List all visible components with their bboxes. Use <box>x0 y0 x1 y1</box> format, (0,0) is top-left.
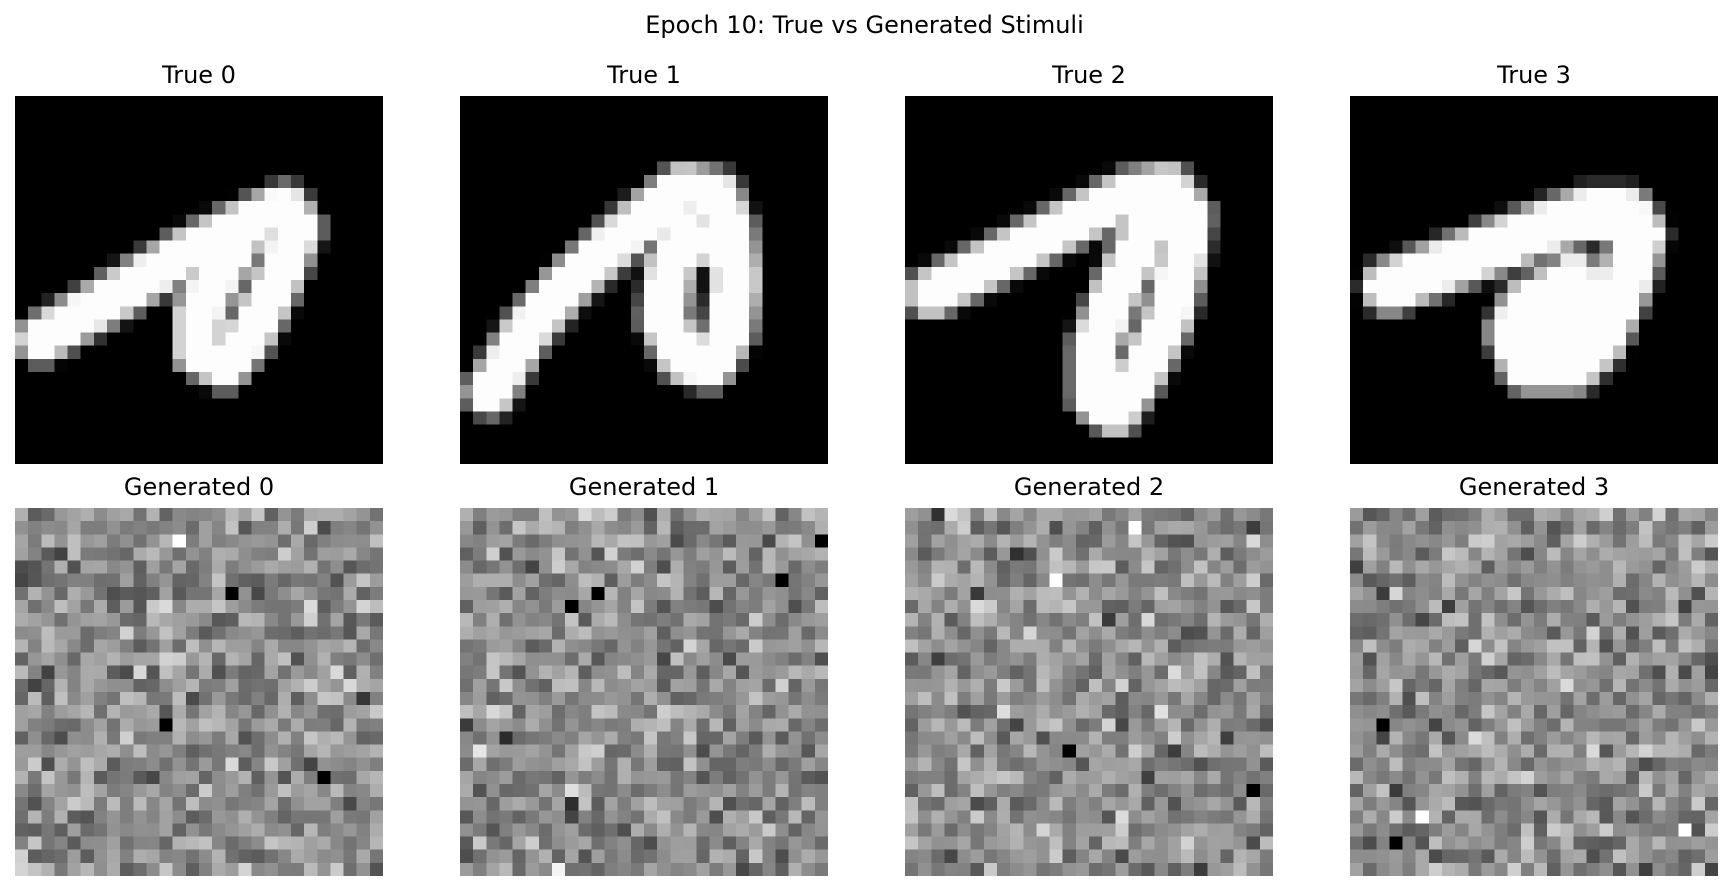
true-panel-1: True 1 <box>460 60 828 464</box>
true-stimulus-image <box>15 96 383 464</box>
generated-panel-title: Generated 0 <box>123 473 275 501</box>
generated-stimulus-image <box>460 508 828 876</box>
generated-panel-title: Generated 3 <box>1458 473 1610 501</box>
generated-stimulus-image <box>15 508 383 876</box>
true-stimulus-image <box>1350 96 1718 464</box>
true-panel-title: True 1 <box>607 61 681 89</box>
generated-panel-2: Generated 2 <box>905 472 1273 876</box>
true-stimulus-image <box>905 96 1273 464</box>
true-panel-2: True 2 <box>905 60 1273 464</box>
true-panel-3: True 3 <box>1350 60 1718 464</box>
generated-stimulus-image <box>905 508 1273 876</box>
generated-panel-1: Generated 1 <box>460 472 828 876</box>
generated-stimulus-image <box>1350 508 1718 876</box>
true-panel-title: True 2 <box>1052 61 1126 89</box>
generated-panel-title: Generated 2 <box>1013 473 1165 501</box>
true-panel-title: True 3 <box>1497 61 1571 89</box>
generated-panel-0: Generated 0 <box>15 472 383 876</box>
true-stimulus-image <box>460 96 828 464</box>
true-panel-0: True 0 <box>15 60 383 464</box>
true-panel-title: True 0 <box>162 61 236 89</box>
generated-panel-title: Generated 1 <box>568 473 720 501</box>
generated-panel-3: Generated 3 <box>1350 472 1718 876</box>
figure-title: Epoch 10: True vs Generated Stimuli <box>645 11 1084 39</box>
